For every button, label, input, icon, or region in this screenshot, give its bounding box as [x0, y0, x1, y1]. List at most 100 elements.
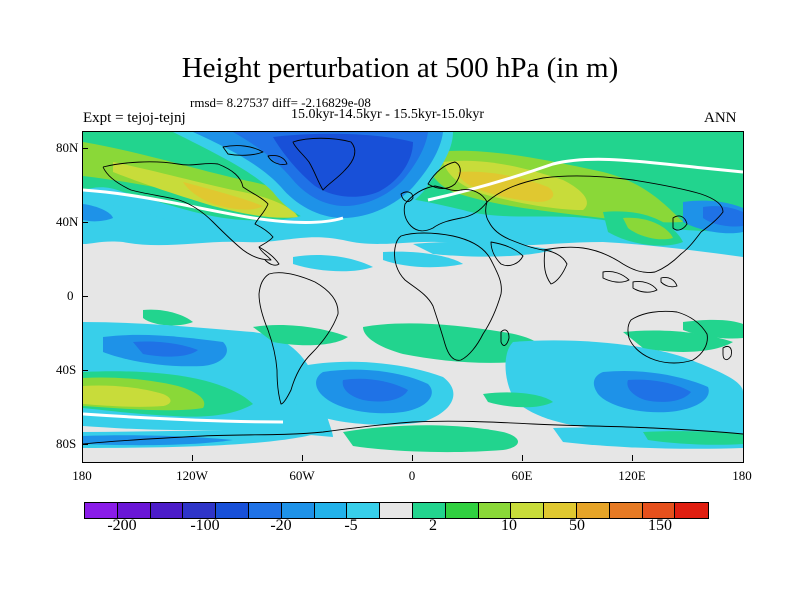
contour-africa-green [363, 323, 543, 363]
contour-asia-cyan [383, 251, 463, 268]
colorbar-label: 50 [569, 517, 585, 534]
colorbar-swatch [609, 503, 643, 518]
lat-tick [82, 444, 88, 445]
contour-map [83, 132, 743, 462]
lon-label-120e: 120E [618, 468, 646, 483]
lat-label-40n: 40N [56, 214, 79, 229]
lon-tick [412, 455, 413, 461]
lat-label-80s: 80S [56, 436, 77, 451]
lon-label-180e: 180 [732, 468, 752, 483]
lon-label-0: 0 [408, 468, 416, 483]
contour-wpacific-blue2 [703, 206, 743, 227]
lat-label-80n: 80N [56, 140, 79, 155]
coast-australia [627, 310, 708, 364]
lon-tick [522, 455, 523, 461]
contour-sh-blue-2 [133, 341, 198, 357]
coast-south-america [258, 272, 339, 405]
colorbar-swatch [117, 503, 151, 518]
contour-tropic-cyan-1 [293, 255, 373, 272]
contour-nh-lime [83, 142, 323, 214]
season-label: ANN [704, 110, 737, 126]
contour-satlantic-blue2 [342, 378, 408, 402]
contour-namerica-orange [183, 182, 263, 210]
map-panel [82, 131, 744, 463]
coast-india [543, 249, 568, 285]
contour-greenland-low-4 [273, 133, 413, 197]
colorbar-swatch [248, 503, 282, 518]
coast-arctic-islands [222, 145, 288, 165]
colorbar-swatch [675, 503, 709, 518]
coast-japan [672, 215, 688, 231]
colorbar-swatch [642, 503, 676, 518]
contour-npacific-blue [83, 204, 113, 222]
coast-north-america [102, 161, 274, 261]
colorbar-swatch [150, 503, 184, 518]
colorbar-label: -100 [190, 517, 220, 534]
colorbar-swatch [445, 503, 479, 518]
lat-label-eq: 0 [67, 288, 74, 303]
contour-spacific-yellow [83, 385, 171, 407]
contour-line-south [83, 412, 284, 424]
coast-se-asia-islands [602, 271, 678, 293]
lon-tick [302, 455, 303, 461]
coast-africa [394, 232, 502, 361]
colorbar-label: 150 [648, 517, 672, 534]
colorbar-label: 2 [429, 517, 437, 534]
colorbar-swatch [412, 503, 446, 518]
colorbar-swatch [347, 503, 381, 518]
colorbar [84, 502, 710, 519]
lat-tick [82, 148, 88, 149]
contour-asia-lime [623, 217, 673, 240]
coastlines [83, 137, 743, 445]
contour-spacific-east-green [683, 319, 743, 339]
colorbar-swatch [511, 503, 545, 518]
contour-tropic-green-1 [143, 309, 193, 326]
coast-central-america [258, 246, 280, 266]
colorbar-swatch [183, 503, 217, 518]
contour-eurasia-orange [458, 171, 554, 202]
coast-madagascar [500, 329, 510, 346]
lat-tick [82, 370, 88, 371]
experiment-label: Expt = tejoj-tejnj [83, 110, 186, 126]
colorbar-swatch [281, 503, 315, 518]
colorbar-label: -20 [270, 517, 292, 534]
coast-british-isles [400, 191, 414, 202]
period-subtitle: 15.0kyr-14.5kyr - 15.5kyr-15.0kyr [291, 107, 485, 122]
lon-label-120w: 120W [176, 468, 208, 483]
coast-asia [485, 175, 724, 273]
coast-greenland [292, 137, 356, 191]
contour-antarctic-blue [83, 435, 233, 446]
colorbar-swatch [314, 503, 348, 518]
contour-line-north [83, 188, 344, 224]
colorbar-label: -200 [107, 517, 137, 534]
colorbar-swatch [576, 503, 610, 518]
lat-label-40s: 40S [56, 362, 77, 377]
contour-safrica-green [253, 325, 348, 346]
coast-scandinavia [427, 161, 461, 189]
plot-title: Height perturbation at 500 hPa (in m) [181, 52, 619, 84]
contour-southern-ocean-green [343, 425, 518, 453]
contour-sindian-blue2 [627, 379, 691, 402]
lon-label-180w: 180 [72, 468, 92, 483]
contour-southern-ocean-green2 [483, 392, 553, 408]
lon-label-60e: 60E [511, 468, 533, 483]
coast-new-zealand [722, 345, 732, 361]
lon-tick [192, 455, 193, 461]
colorbar-swatch [478, 503, 512, 518]
colorbar-swatch [85, 503, 118, 518]
coast-antarctica [83, 420, 743, 445]
coast-arabia [490, 241, 524, 267]
colorbar-swatch [544, 503, 577, 518]
colorbar-label: -5 [344, 517, 358, 534]
lon-tick [632, 455, 633, 461]
contour-line-north-2 [427, 157, 743, 202]
lon-label-60w: 60W [289, 468, 315, 483]
contour-antarctic-east-green [643, 431, 743, 445]
rmsd-diff-text: rmsd= 8.27537 diff= -2.16829e-08 [190, 95, 371, 110]
colorbar-label: 10 [501, 517, 517, 534]
lat-tick [82, 296, 88, 297]
coast-europe [403, 185, 488, 232]
colorbar-swatch [216, 503, 249, 518]
colorbar-swatch [380, 503, 413, 518]
lat-tick [82, 222, 88, 223]
